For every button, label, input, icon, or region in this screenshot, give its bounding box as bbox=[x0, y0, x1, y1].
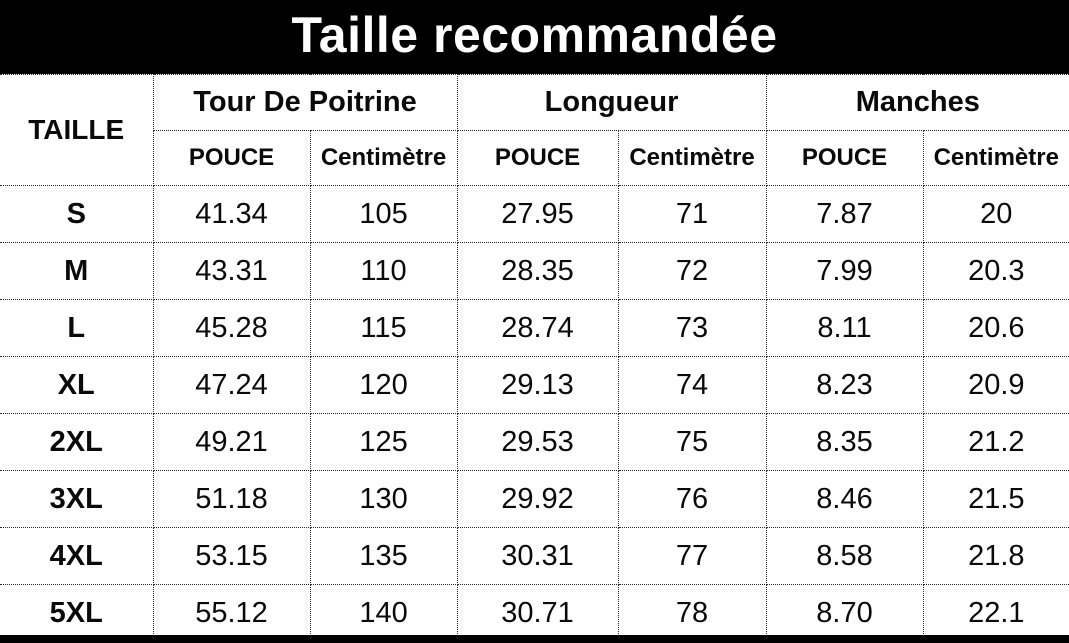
column-header-pouce-poitrine: POUCE bbox=[153, 130, 311, 186]
measurement-value: 74 bbox=[617, 356, 767, 414]
measurement-value: 28.74 bbox=[456, 299, 619, 357]
measurement-value: 28.35 bbox=[456, 242, 619, 300]
size-label: 4XL bbox=[0, 527, 154, 585]
measurement-value: 30.31 bbox=[456, 527, 619, 585]
measurement-value: 30.71 bbox=[456, 584, 619, 642]
measurement-value: 20.9 bbox=[922, 356, 1069, 414]
column-group-manches: Manches bbox=[765, 74, 1069, 131]
measurement-value: 53.15 bbox=[152, 527, 311, 585]
chart-title-band: Taille recommandée bbox=[0, 0, 1069, 74]
measurement-value: 77 bbox=[617, 527, 767, 585]
measurement-value: 21.8 bbox=[922, 527, 1069, 585]
measurement-value: 29.13 bbox=[456, 356, 619, 414]
measurement-value: 20.6 bbox=[922, 299, 1069, 357]
size-label: M bbox=[0, 242, 154, 300]
size-label: S bbox=[0, 185, 154, 243]
measurement-value: 78 bbox=[617, 584, 767, 642]
measurement-value: 7.99 bbox=[765, 242, 924, 300]
measurement-value: 73 bbox=[617, 299, 767, 357]
measurement-value: 71 bbox=[617, 185, 767, 243]
measurement-value: 55.12 bbox=[152, 584, 311, 642]
measurement-value: 43.31 bbox=[152, 242, 311, 300]
measurement-value: 8.11 bbox=[765, 299, 924, 357]
table-row: 3XL 51.18 130 29.92 76 8.46 21.5 bbox=[0, 470, 1069, 528]
chart-title: Taille recommandée bbox=[291, 7, 778, 63]
measurement-value: 51.18 bbox=[152, 470, 311, 528]
bottom-black-band bbox=[0, 635, 1069, 643]
measurement-value: 120 bbox=[309, 356, 458, 414]
column-header-pouce-longueur: POUCE bbox=[456, 130, 619, 186]
measurement-value: 22.1 bbox=[922, 584, 1069, 642]
measurement-value: 105 bbox=[309, 185, 458, 243]
column-header-centimetre-manches: Centimètre bbox=[922, 130, 1069, 186]
measurement-value: 140 bbox=[309, 584, 458, 642]
column-header-centimetre-poitrine: Centimètre bbox=[309, 130, 458, 186]
measurement-value: 27.95 bbox=[456, 185, 619, 243]
measurement-value: 21.2 bbox=[922, 413, 1069, 471]
measurement-value: 8.58 bbox=[765, 527, 924, 585]
measurement-value: 29.92 bbox=[456, 470, 619, 528]
measurement-value: 75 bbox=[617, 413, 767, 471]
measurement-value: 47.24 bbox=[152, 356, 311, 414]
measurement-value: 130 bbox=[309, 470, 458, 528]
table-row: XL 47.24 120 29.13 74 8.23 20.9 bbox=[0, 356, 1069, 414]
measurement-value: 72 bbox=[617, 242, 767, 300]
size-table: TAILLE Tour De Poitrine Longueur Manches… bbox=[0, 74, 1069, 642]
column-group-tour-de-poitrine: Tour De Poitrine bbox=[152, 74, 458, 131]
column-header-centimetre-longueur: Centimètre bbox=[617, 130, 767, 186]
size-label: 2XL bbox=[0, 413, 154, 471]
measurement-value: 45.28 bbox=[152, 299, 311, 357]
measurement-value: 110 bbox=[309, 242, 458, 300]
measurement-value: 115 bbox=[309, 299, 458, 357]
size-label: XL bbox=[0, 356, 154, 414]
column-header-taille: TAILLE bbox=[0, 74, 154, 186]
measurement-value: 8.23 bbox=[765, 356, 924, 414]
table-row: S 41.34 105 27.95 71 7.87 20 bbox=[0, 185, 1069, 243]
table-row: L 45.28 115 28.74 73 8.11 20.6 bbox=[0, 299, 1069, 357]
table-row: M 43.31 110 28.35 72 7.99 20.3 bbox=[0, 242, 1069, 300]
measurement-value: 8.35 bbox=[765, 413, 924, 471]
size-label: L bbox=[0, 299, 154, 357]
size-label: 3XL bbox=[0, 470, 154, 528]
measurement-value: 29.53 bbox=[456, 413, 619, 471]
measurement-value: 21.5 bbox=[922, 470, 1069, 528]
measurement-value: 76 bbox=[617, 470, 767, 528]
measurement-value: 8.70 bbox=[765, 584, 924, 642]
table-row: 2XL 49.21 125 29.53 75 8.35 21.2 bbox=[0, 413, 1069, 471]
size-label: 5XL bbox=[0, 584, 154, 642]
measurement-value: 135 bbox=[309, 527, 458, 585]
measurement-value: 41.34 bbox=[152, 185, 311, 243]
measurement-value: 20 bbox=[922, 185, 1069, 243]
column-header-pouce-manches: POUCE bbox=[765, 130, 924, 186]
measurement-value: 20.3 bbox=[922, 242, 1069, 300]
measurement-value: 8.46 bbox=[765, 470, 924, 528]
table-row: 5XL 55.12 140 30.71 78 8.70 22.1 bbox=[0, 584, 1069, 642]
table-row: 4XL 53.15 135 30.31 77 8.58 21.8 bbox=[0, 527, 1069, 585]
column-group-longueur: Longueur bbox=[456, 74, 767, 131]
measurement-value: 7.87 bbox=[765, 185, 924, 243]
measurement-value: 49.21 bbox=[152, 413, 311, 471]
measurement-value: 125 bbox=[309, 413, 458, 471]
